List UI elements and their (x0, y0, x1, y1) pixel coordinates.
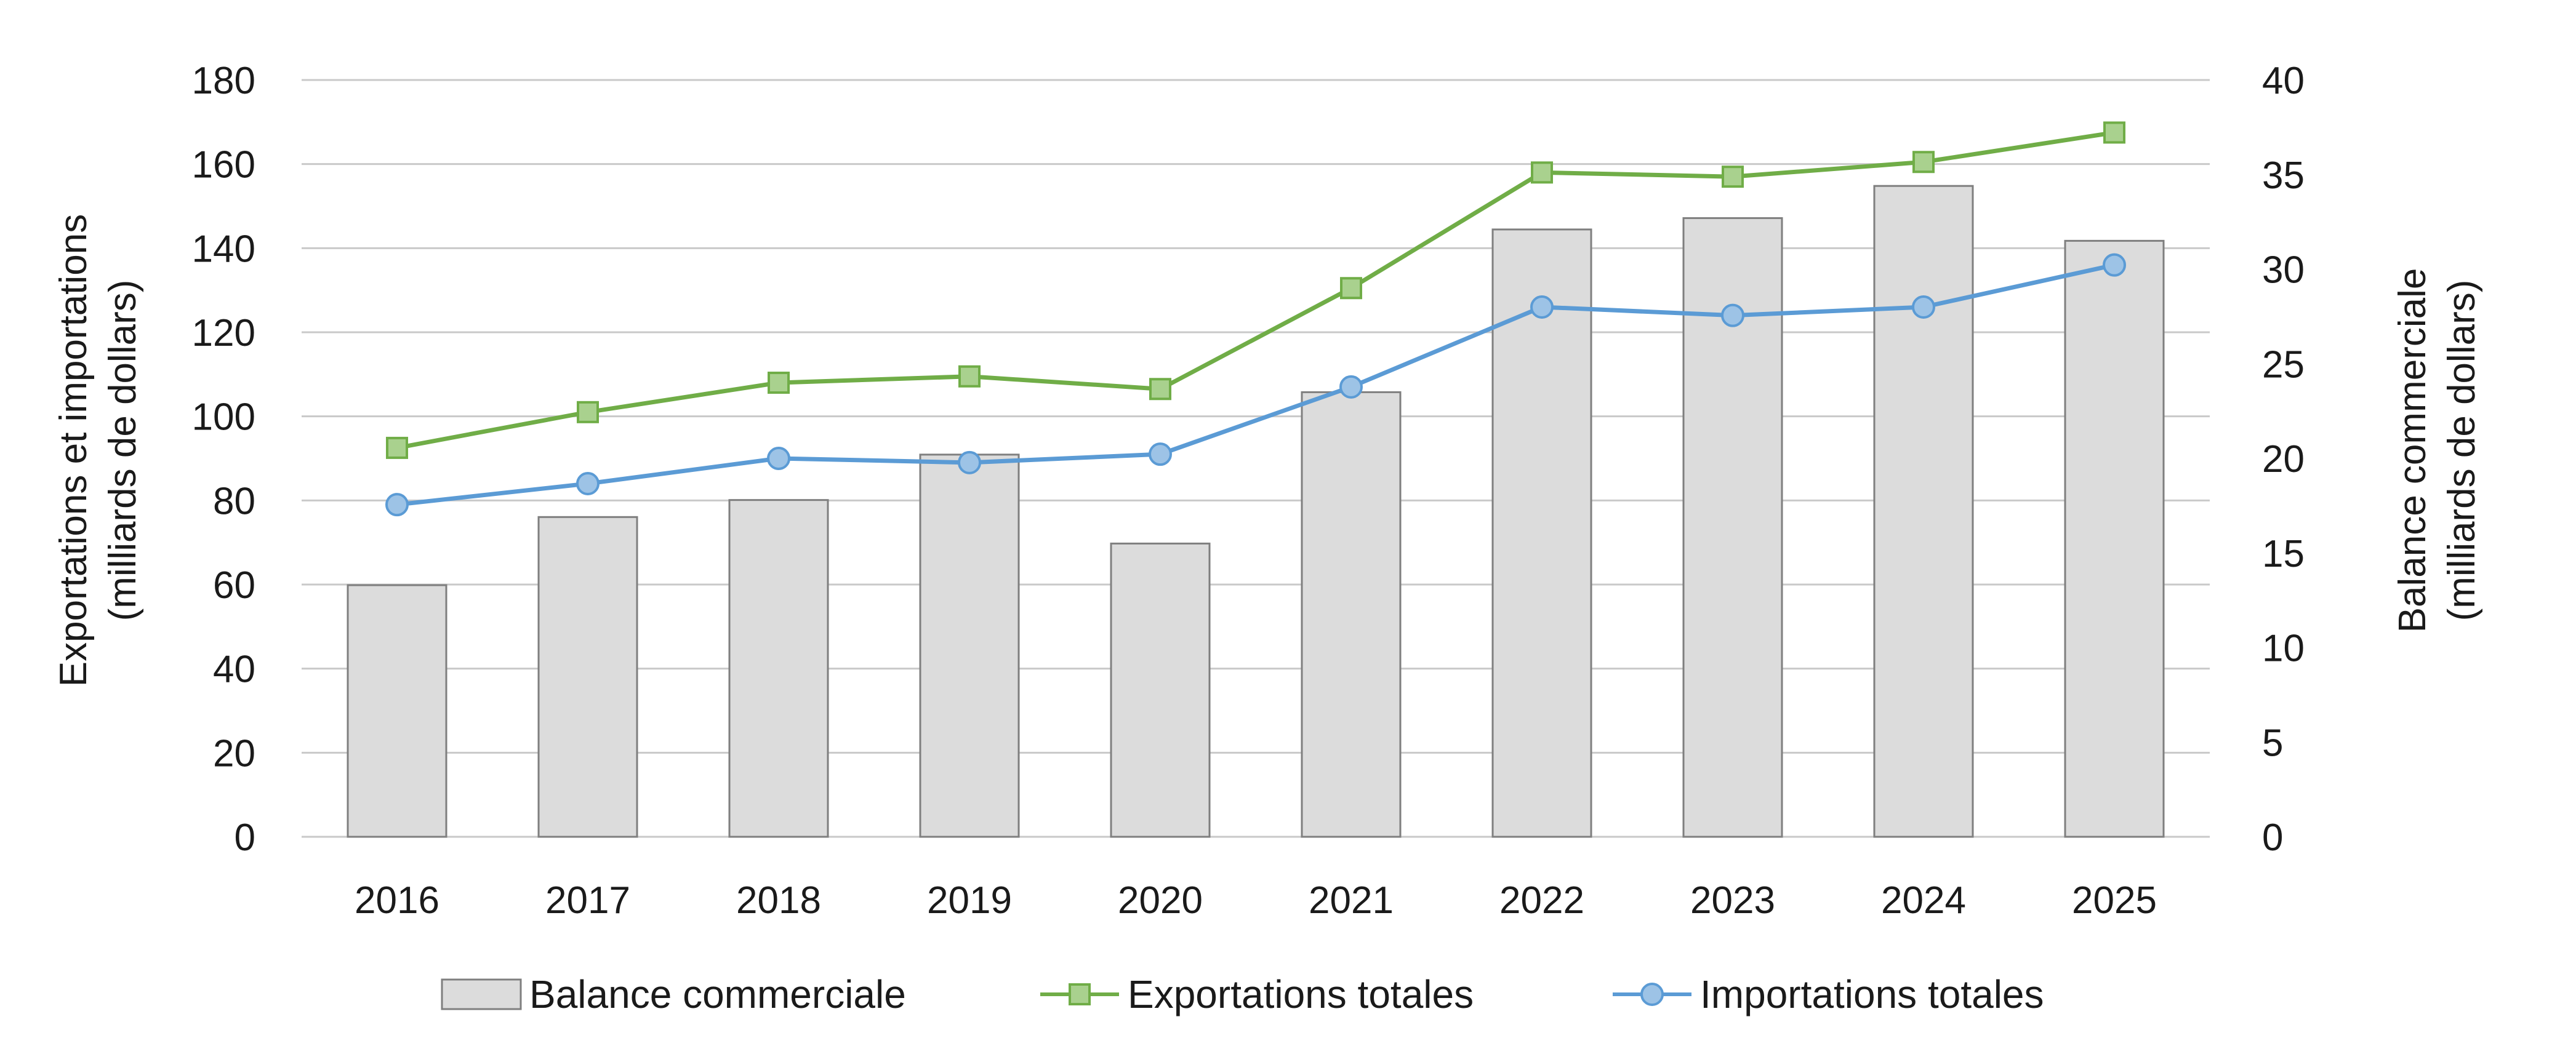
left-axis-tick-label: 100 (192, 396, 255, 439)
bar-balance-commerciale (1110, 542, 1211, 838)
x-axis-tick-label: 2017 (545, 879, 630, 922)
x-axis-tick-label: 2025 (2072, 879, 2157, 922)
point-importations (767, 447, 790, 470)
point-importations (1530, 295, 1554, 319)
point-importations (1339, 375, 1363, 399)
legend-label-imports: Importations totales (1700, 972, 2044, 1016)
left-axis-tick-label: 160 (192, 144, 255, 186)
right-axis-title-line2: (milliards de dollars) (2441, 280, 2483, 621)
right-axis-tick-label: 35 (2262, 154, 2305, 197)
x-axis-tick-label: 2020 (1118, 879, 1203, 922)
left-axis-tick-label: 0 (235, 816, 255, 859)
left-axis-tick-label: 20 (213, 732, 255, 775)
bar-series (347, 185, 2165, 838)
point-exportations (2103, 121, 2125, 144)
left-axis-title-line1: Exportations et importations (52, 214, 95, 687)
bar-balance-commerciale (728, 499, 829, 838)
point-importations (385, 493, 409, 517)
right-axis-title-line1: Balance commerciale (2391, 268, 2434, 633)
point-exportations (958, 365, 981, 388)
bar-balance-commerciale (919, 453, 1020, 838)
legend: Balance commerciale Exportations totales… (441, 972, 2044, 1016)
line-series (385, 121, 2126, 517)
point-importations (2103, 253, 2126, 277)
right-axis-tick-label: 10 (2262, 628, 2305, 670)
point-exportations (1340, 277, 1362, 300)
left-axis-tick-label: 140 (192, 228, 255, 270)
point-importations (1721, 303, 1744, 327)
legend-item-balance: Balance commerciale (441, 972, 906, 1016)
point-exportations (768, 372, 790, 394)
right-axis-tick-label: 25 (2262, 343, 2305, 386)
right-axis-tick-label: 40 (2262, 60, 2305, 102)
legend-swatch-balance (441, 978, 522, 1010)
left-axis-title-line2: (milliards de dollars) (102, 280, 144, 621)
legend-label-exports: Exportations totales (1128, 972, 1474, 1016)
point-importations (1149, 442, 1172, 466)
point-importations (1912, 295, 1935, 319)
point-importations (576, 472, 600, 495)
bar-balance-commerciale (537, 516, 638, 838)
point-exportations (1722, 166, 1744, 188)
axes: 0204060801001201401601800510152025303540… (192, 60, 2305, 922)
left-axis-tick-label: 180 (192, 60, 255, 102)
legend-marker-exports (1069, 983, 1091, 1005)
point-exportations (577, 401, 599, 423)
point-exportations (1149, 378, 1171, 401)
bar-balance-commerciale (1491, 228, 1592, 838)
bar-balance-commerciale (2064, 239, 2165, 838)
line-importations (396, 263, 2115, 507)
bar-balance-commerciale (1873, 185, 1974, 838)
x-axis-tick-label: 2023 (1690, 879, 1775, 922)
point-exportations (386, 436, 408, 459)
right-axis-tick-label: 20 (2262, 438, 2305, 481)
bar-balance-commerciale (1301, 391, 1402, 838)
right-axis-tick-label: 0 (2262, 816, 2283, 859)
x-axis-tick-label: 2021 (1309, 879, 1394, 922)
left-axis-tick-label: 120 (192, 312, 255, 354)
point-exportations (1531, 161, 1553, 184)
right-axis-tick-label: 5 (2262, 722, 2283, 764)
x-axis-tick-label: 2016 (355, 879, 439, 922)
left-axis-tick-label: 80 (213, 480, 255, 522)
legend-item-exports: Exportations totales (1040, 972, 1474, 1016)
legend-item-imports: Importations totales (1613, 972, 2044, 1016)
x-axis-tick-label: 2018 (736, 879, 821, 922)
x-axis-tick-label: 2022 (1499, 879, 1584, 922)
line-exportations (396, 130, 2115, 450)
left-axis-tick-label: 60 (213, 564, 255, 607)
right-axis-tick-label: 15 (2262, 533, 2305, 575)
x-axis-tick-label: 2019 (927, 879, 1012, 922)
point-exportations (1912, 151, 1935, 174)
point-importations (958, 450, 981, 474)
x-axis-tick-label: 2024 (1881, 879, 1966, 922)
bar-balance-commerciale (347, 584, 447, 838)
right-axis-tick-label: 30 (2262, 249, 2305, 292)
legend-label-balance: Balance commerciale (529, 972, 906, 1016)
left-axis-tick-label: 40 (213, 649, 255, 691)
legend-marker-imports (1640, 983, 1664, 1006)
